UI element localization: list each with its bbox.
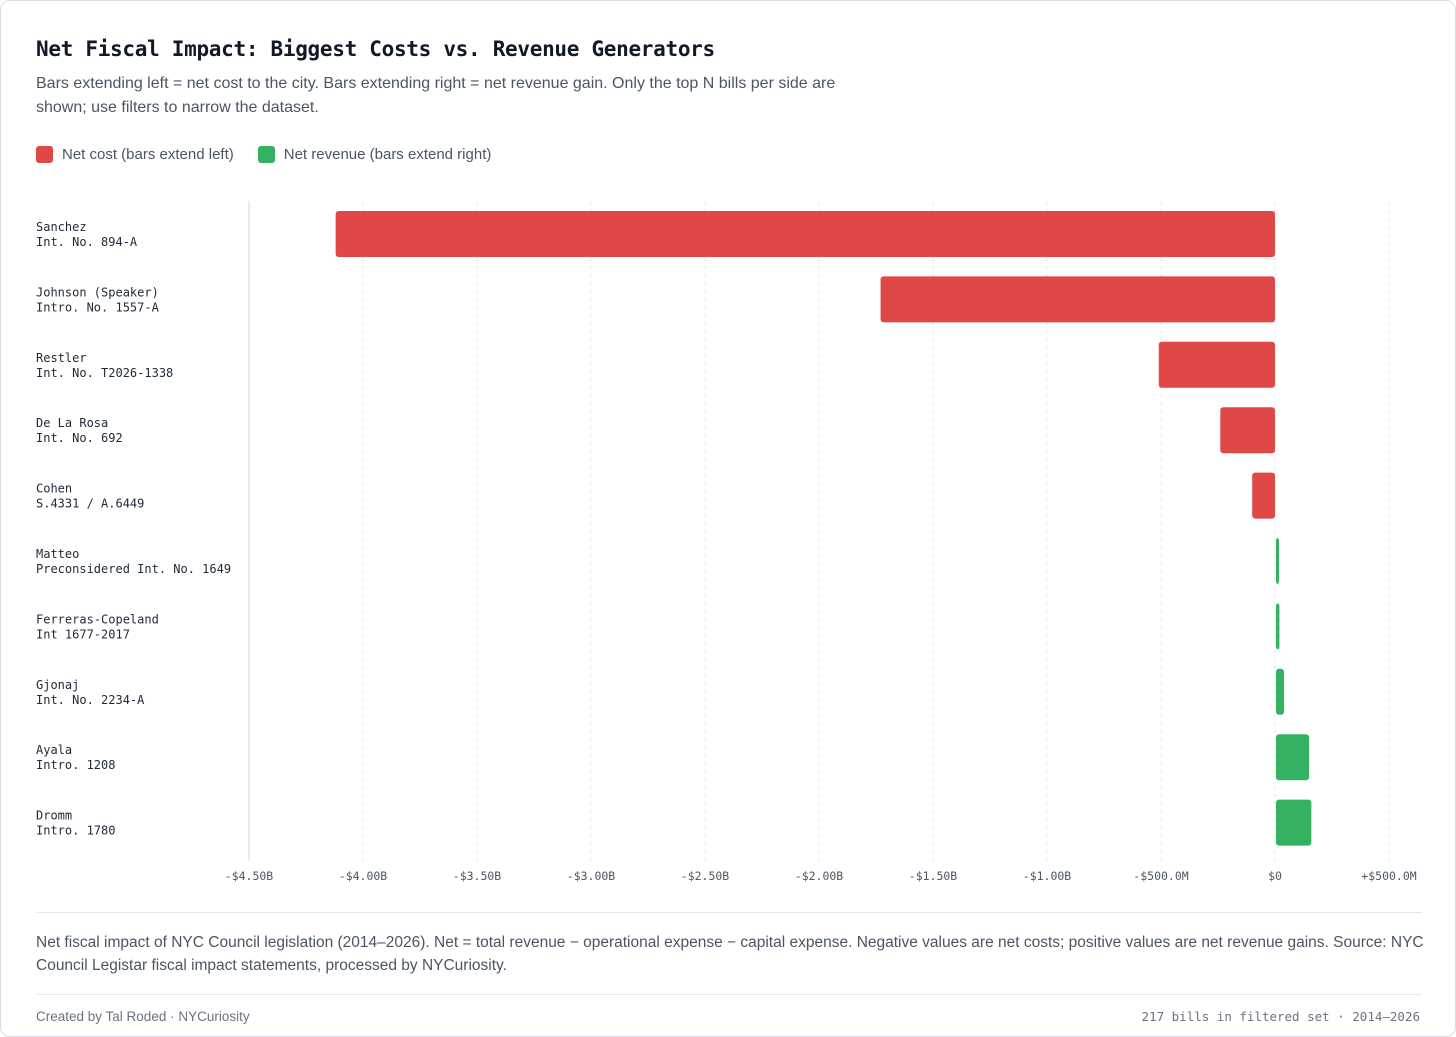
- bar-cost: [1158, 341, 1275, 388]
- bar-bill-label: Int. No. 2234-A: [36, 693, 145, 707]
- bar-bill-label: Intro. 1780: [36, 824, 115, 838]
- legend-label-cost: Net cost (bars extend left): [62, 146, 234, 163]
- bar-sponsor-label: Ayala: [36, 743, 72, 757]
- chart-subtitle: Bars extending left = net cost to the ci…: [36, 75, 836, 116]
- bar-cost: [1252, 472, 1275, 519]
- footnote: Net fiscal impact of NYC Council legisla…: [36, 934, 1424, 974]
- legend-swatch-revenue: [257, 146, 275, 163]
- bar-revenue: [1276, 668, 1284, 715]
- x-tick-label: -$3.50B: [453, 869, 502, 883]
- x-tick-label: -$4.50B: [225, 869, 274, 883]
- bar-bill-label: Preconsidered Int. No. 1649: [36, 562, 231, 576]
- credit-divider: [36, 994, 1422, 995]
- bar-sponsor-label: Dromm: [36, 809, 72, 823]
- bar-sponsor-label: Matteo: [36, 547, 79, 561]
- bar-bill-label: Intro. 1208: [36, 758, 115, 772]
- x-tick-label: +$500.0M: [1361, 869, 1416, 883]
- x-tick-label: -$1.50B: [909, 869, 958, 883]
- legend-swatch-cost: [36, 146, 53, 163]
- legend-label-revenue: Net revenue (bars extend right): [283, 146, 492, 163]
- legend-item-cost[interactable]: Net cost (bars extend left): [36, 146, 234, 163]
- bar-revenue: [1276, 538, 1279, 584]
- bar-bill-label: Intro. No. 1557-A: [36, 300, 160, 314]
- bar-bill-label: Int. No. T2026-1338: [36, 366, 173, 380]
- filtered-count: 217 bills in filtered set · 2014–2026: [1141, 1009, 1420, 1024]
- x-tick-label: -$1.00B: [1023, 869, 1072, 883]
- bar-sponsor-label: De La Rosa: [36, 416, 108, 430]
- footer-divider: [36, 912, 1422, 913]
- bar-bill-label: S.4331 / A.6449: [36, 497, 144, 511]
- legend: Net cost (bars extend left) Net revenue …: [36, 146, 491, 163]
- bar-cost: [335, 211, 1275, 257]
- bar-sponsor-label: Johnson (Speaker): [36, 285, 159, 299]
- bar-sponsor-label: Sanchez: [36, 220, 87, 234]
- x-tick-label: -$3.00B: [567, 869, 616, 883]
- x-tick-label: -$2.00B: [795, 869, 844, 883]
- bar-bill-label: Int. No. 894-A: [36, 235, 138, 249]
- bar-sponsor-label: Restler: [36, 351, 87, 365]
- bar-revenue: [1276, 799, 1312, 846]
- bar-revenue: [1276, 734, 1310, 781]
- x-tick-label: $0: [1268, 869, 1282, 883]
- chart-title: Net Fiscal Impact: Biggest Costs vs. Rev…: [36, 37, 715, 61]
- bar-sponsor-label: Ferreras-Copeland: [36, 612, 159, 626]
- x-tick-label: -$2.50B: [681, 869, 730, 883]
- credit-text: Created by Tal Roded · NYCuriosity: [36, 1009, 250, 1024]
- bar-cost: [1220, 407, 1275, 454]
- legend-item-revenue[interactable]: Net revenue (bars extend right): [257, 146, 492, 163]
- x-tick-label: -$500.0M: [1133, 869, 1188, 883]
- bar-sponsor-label: Gjonaj: [36, 678, 79, 692]
- bar-bill-label: Int 1677-2017: [36, 627, 130, 641]
- bar-revenue: [1276, 603, 1280, 650]
- bar-sponsor-label: Cohen: [36, 482, 72, 496]
- x-tick-label: -$4.00B: [339, 869, 388, 883]
- bar-cost: [880, 276, 1275, 323]
- bar-chart: -$4.50B -$4.00B -$3.50B -$3.00B -$2.50B -$2.0…: [36, 201, 1417, 883]
- bar-bill-label: Int. No. 692: [36, 431, 123, 445]
